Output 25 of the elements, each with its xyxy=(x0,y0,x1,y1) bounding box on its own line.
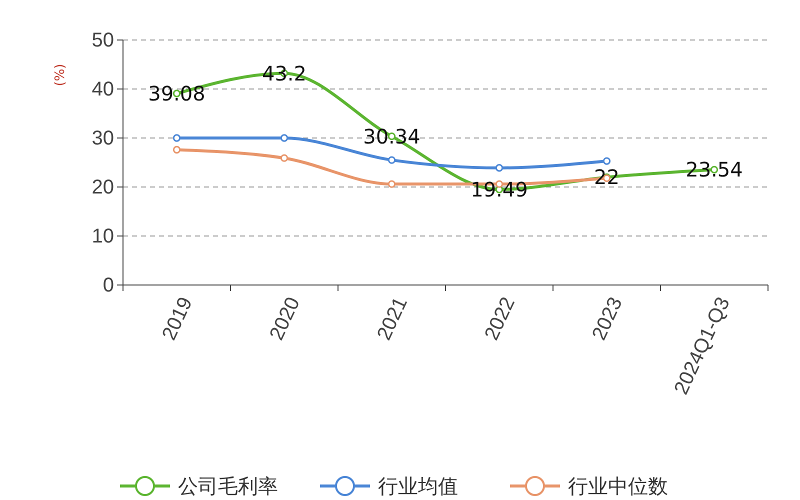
point xyxy=(495,164,504,172)
y-axis-title: (%) xyxy=(53,64,68,86)
point xyxy=(172,146,181,154)
legend-label: 行业均值 xyxy=(378,474,458,498)
point xyxy=(280,134,288,142)
x-tick-label: 2022 xyxy=(480,294,520,344)
y-tick-label: 20 xyxy=(92,176,114,198)
y-tick-label: 30 xyxy=(92,127,114,150)
point xyxy=(172,134,181,142)
x-tick-label: 2023 xyxy=(588,294,627,344)
point xyxy=(280,154,288,162)
x-tick-label: 2019 xyxy=(158,294,197,344)
point xyxy=(388,180,396,188)
data-label: 23.54 xyxy=(686,158,743,182)
x-tick-label: 2020 xyxy=(266,294,304,344)
y-tick-label: 10 xyxy=(92,225,114,248)
legend-label: 公司毛利率 xyxy=(178,474,278,498)
y-tick-label: 40 xyxy=(92,78,114,100)
x-tick-label: 2021 xyxy=(373,294,412,344)
legend-label: 行业中位数 xyxy=(568,474,668,498)
point xyxy=(602,157,611,165)
point xyxy=(388,156,396,164)
y-tick-label: 0 xyxy=(102,274,114,296)
y-tick-label: 50 xyxy=(92,29,114,52)
data-label: 39.08 xyxy=(148,82,206,106)
